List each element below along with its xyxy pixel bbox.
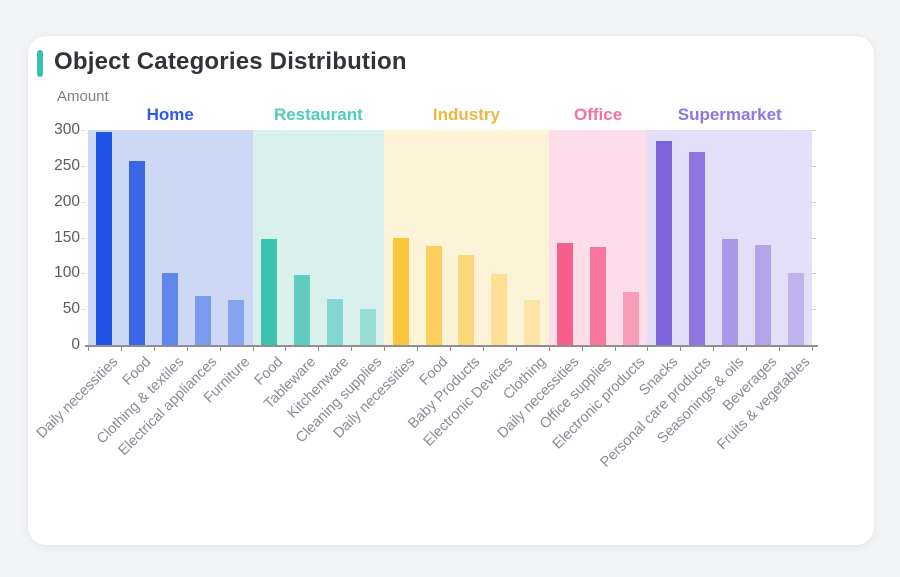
bar-industry-4[interactable] bbox=[524, 299, 541, 345]
x-axis-tick-mark bbox=[713, 346, 715, 351]
bar-home-2[interactable] bbox=[162, 272, 179, 345]
x-axis-tick-mark bbox=[318, 346, 320, 351]
x-axis-tick-mark bbox=[450, 346, 451, 351]
y-axis-tick-mark-right bbox=[812, 130, 816, 131]
bar-supermarket-3[interactable] bbox=[754, 244, 771, 345]
bar-industry-1[interactable] bbox=[425, 246, 442, 345]
y-axis-tick-label: 50 bbox=[62, 300, 80, 318]
bar-supermarket-1[interactable] bbox=[688, 151, 705, 345]
y-axis-tick-mark-right bbox=[812, 237, 816, 239]
group-header-home: Home bbox=[146, 105, 194, 124]
y-axis-tick-label: 150 bbox=[54, 228, 80, 246]
x-axis-tick-mark bbox=[219, 346, 221, 351]
x-axis-tick-mark bbox=[351, 346, 353, 351]
group-header-office: Office bbox=[573, 105, 623, 124]
bar-home-0[interactable] bbox=[96, 132, 113, 345]
x-axis-line bbox=[85, 345, 818, 347]
x-axis-tick-mark bbox=[252, 346, 254, 351]
x-axis-tick-mark bbox=[812, 346, 813, 351]
x-axis-tick-mark bbox=[384, 346, 386, 351]
bar-supermarket-4[interactable] bbox=[787, 272, 804, 345]
bar-home-3[interactable] bbox=[195, 296, 212, 345]
bar-restaurant-0[interactable] bbox=[261, 238, 277, 345]
bar-industry-3[interactable] bbox=[491, 274, 508, 345]
x-axis-tick-mark bbox=[186, 346, 188, 351]
x-axis-tick-mark bbox=[482, 346, 484, 351]
y-axis-tick-mark-right bbox=[812, 165, 816, 167]
x-axis-tick-mark bbox=[285, 346, 287, 351]
x-axis-tick-mark bbox=[581, 346, 583, 351]
bar-industry-0[interactable] bbox=[392, 237, 409, 345]
bar-office-0[interactable] bbox=[557, 243, 574, 345]
x-axis-tick-mark bbox=[614, 346, 616, 351]
y-axis-tick-mark-left bbox=[81, 201, 85, 203]
group-header-supermarket: Supermarket bbox=[677, 105, 782, 124]
y-axis-tick-label: 100 bbox=[54, 264, 80, 282]
y-axis-tick-label: 200 bbox=[54, 192, 80, 210]
y-axis-tick-mark-left bbox=[81, 165, 85, 167]
title-accent-bar bbox=[37, 50, 43, 77]
bar-supermarket-2[interactable] bbox=[721, 238, 738, 345]
bar-office-1[interactable] bbox=[590, 246, 607, 345]
x-axis-tick-mark bbox=[153, 346, 155, 351]
bar-office-2[interactable] bbox=[623, 291, 639, 345]
bar-home-4[interactable] bbox=[228, 299, 245, 345]
bar-restaurant-3[interactable] bbox=[359, 309, 376, 345]
x-axis-tick-mark bbox=[779, 346, 781, 351]
bar-restaurant-1[interactable] bbox=[293, 275, 310, 345]
y-axis-tick-mark-right bbox=[812, 201, 816, 203]
x-axis-tick-mark bbox=[515, 346, 517, 351]
y-axis-title: Amount bbox=[57, 88, 109, 105]
y-axis-tick-label: 250 bbox=[54, 156, 80, 174]
x-axis-tick-mark bbox=[647, 346, 649, 351]
y-axis-tick-mark-right bbox=[812, 273, 816, 275]
y-axis-tick-label: 300 bbox=[54, 121, 80, 138]
group-header-restaurant: Restaurant bbox=[273, 105, 363, 124]
group-header-industry: Industry bbox=[432, 105, 500, 124]
x-axis-tick-mark bbox=[120, 346, 122, 351]
y-axis-tick-mark-left bbox=[81, 130, 85, 131]
x-axis-tick-mark bbox=[417, 346, 419, 351]
x-axis-tick-mark bbox=[680, 346, 682, 351]
page-title: Object Categories Distribution bbox=[54, 48, 407, 75]
bar-home-1[interactable] bbox=[129, 160, 146, 345]
y-axis-tick-mark-left bbox=[81, 273, 85, 275]
y-axis-tick-mark-right bbox=[812, 309, 816, 311]
x-axis-tick-mark bbox=[88, 346, 89, 351]
y-axis-tick-label: 0 bbox=[71, 336, 80, 353]
x-axis-tick-mark bbox=[548, 346, 550, 351]
bar-chart: 0 50 100 150 200 250 300 Home Daily necessities F… bbox=[34, 105, 818, 471]
bar-restaurant-2[interactable] bbox=[326, 299, 343, 345]
bar-supermarket-0[interactable] bbox=[655, 141, 672, 345]
y-axis-tick-mark-left bbox=[81, 309, 85, 311]
x-axis-tick-mark bbox=[746, 346, 748, 351]
bar-industry-2[interactable] bbox=[458, 254, 475, 345]
y-axis-tick-mark-left bbox=[81, 237, 85, 239]
